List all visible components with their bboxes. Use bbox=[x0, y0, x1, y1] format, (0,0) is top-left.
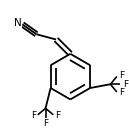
Text: F: F bbox=[119, 71, 124, 80]
Text: N: N bbox=[14, 18, 22, 28]
Text: F: F bbox=[31, 111, 36, 120]
Text: F: F bbox=[43, 119, 48, 128]
Text: F: F bbox=[55, 111, 60, 120]
Text: F: F bbox=[123, 80, 128, 89]
Text: F: F bbox=[119, 88, 124, 97]
